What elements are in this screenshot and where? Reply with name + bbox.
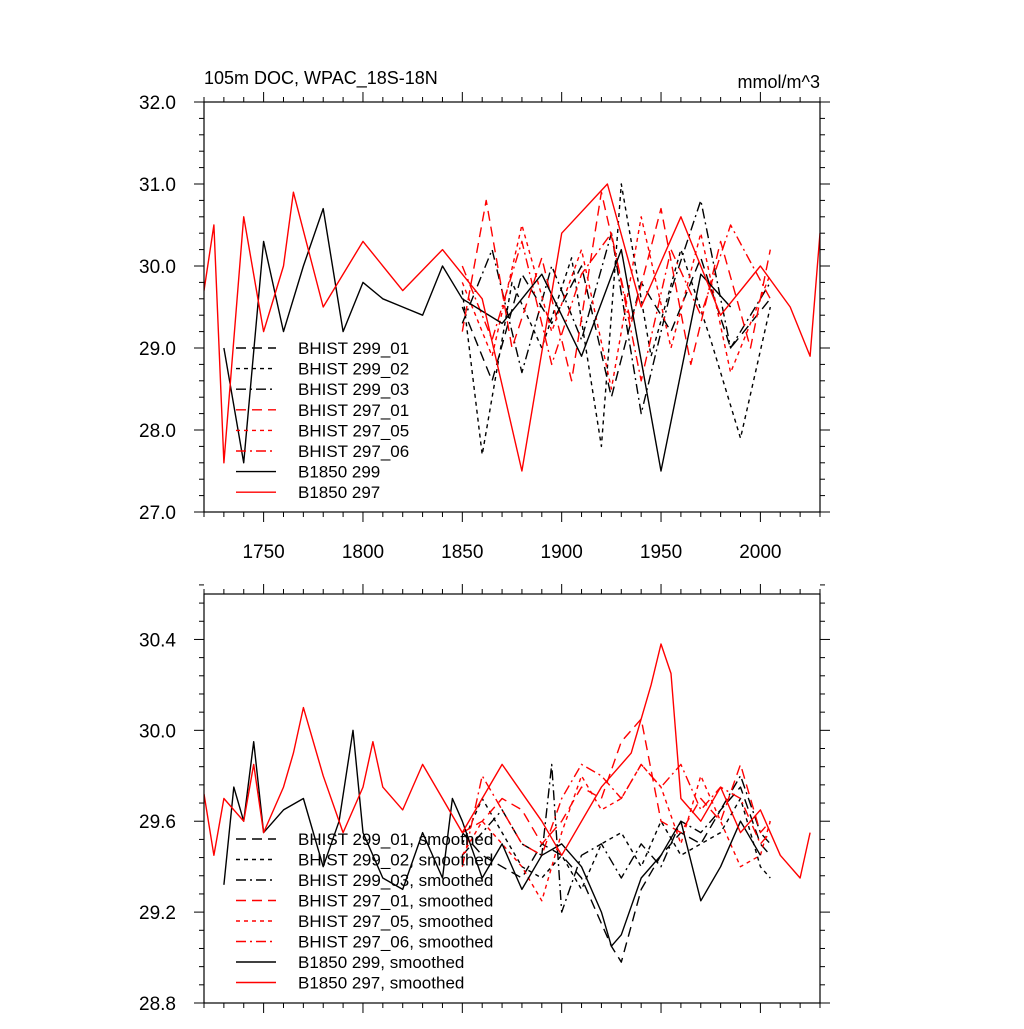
series-line-7 xyxy=(204,183,820,472)
plot-frame xyxy=(203,101,821,513)
series-line-3 xyxy=(461,191,771,382)
legend-label: BHIST 297_01 xyxy=(298,401,409,420)
y-tick-label: 30.4 xyxy=(139,630,176,651)
legend-label: BHIST 299_03 xyxy=(298,380,409,399)
x-tick-label: 1750 xyxy=(242,542,284,563)
y-tick-label: 30.0 xyxy=(139,721,176,742)
x-tick-label: 1900 xyxy=(541,542,583,563)
legend-label: B1850 297 xyxy=(298,483,380,502)
legend-label: BHIST 299_02 xyxy=(298,360,409,379)
bottom-panel: 28.8 29.2 29.6 30.0 30.4 BHIST 299_01, smooth… xyxy=(139,584,830,1015)
legend-label: B1850 299 xyxy=(298,463,380,482)
legend-label: BHIST 299_03, smoothed xyxy=(298,871,493,890)
series-group xyxy=(204,183,820,472)
y-tick-label: 29.6 xyxy=(139,812,176,833)
x-tick-label: 1850 xyxy=(441,542,483,563)
series-line-4 xyxy=(461,216,771,390)
chart-title: 105m DOC, WPAC_18S-18N xyxy=(204,68,438,89)
y-tick-label: 28.8 xyxy=(139,994,176,1015)
legend-label: BHIST 297_06 xyxy=(298,442,409,461)
legend-label: BHIST 299_02, smoothed xyxy=(298,851,493,870)
y-tick-label: 27.0 xyxy=(139,503,176,524)
series-line-0 xyxy=(461,786,771,963)
y-tick-label: 31.0 xyxy=(139,175,176,196)
series-group xyxy=(204,643,811,963)
top-panel: 1750 1800 1850 1900 1950 2000 27.0 28.0 29.0 30.0… xyxy=(139,92,830,563)
series-line-4 xyxy=(461,763,771,902)
legend-label: BHIST 297_05 xyxy=(298,421,409,440)
y-tick-label: 28.0 xyxy=(139,421,176,442)
series-line-2 xyxy=(461,763,771,913)
y-tick-label: 30.0 xyxy=(139,257,176,278)
legend-label: BHIST 297_05, smoothed xyxy=(298,912,493,931)
series-line-1 xyxy=(461,797,771,891)
series-line-7 xyxy=(204,643,811,879)
series-line-0 xyxy=(461,257,771,398)
y-tick-label: 32.0 xyxy=(139,93,176,114)
series-line-5 xyxy=(461,763,771,867)
legend-label: BHIST 297_01, smoothed xyxy=(298,892,493,911)
plot-frame xyxy=(203,593,821,1004)
legend-label: B1850 297, smoothed xyxy=(298,974,464,993)
legend-label: BHIST 297_06, smoothed xyxy=(298,933,493,952)
x-tick-label: 1950 xyxy=(640,542,682,563)
legend-label: BHIST 299_01 xyxy=(298,339,409,358)
x-tick-label: 1800 xyxy=(342,542,384,563)
series-line-6 xyxy=(223,729,762,947)
units-label: mmol/m^3 xyxy=(738,72,820,92)
series-line-6 xyxy=(223,207,732,472)
y-tick-label: 29.2 xyxy=(139,903,176,924)
y-tick-label: 29.0 xyxy=(139,339,176,360)
legend-label: BHIST 299_01, smoothed xyxy=(298,830,493,849)
legend: BHIST 299_01, smoothed BHIST 299_02, smoo… xyxy=(236,830,493,993)
legend-label: B1850 299, smoothed xyxy=(298,953,464,972)
x-tick-label: 2000 xyxy=(739,542,781,563)
